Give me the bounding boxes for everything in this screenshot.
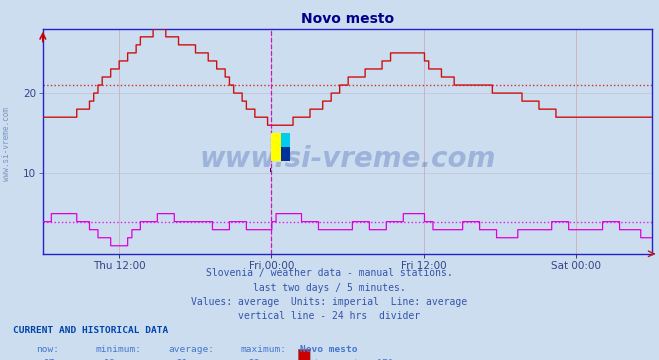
Text: www.si-vreme.com: www.si-vreme.com: [2, 107, 11, 181]
Text: www.si-vreme.com: www.si-vreme.com: [200, 145, 496, 173]
Text: Novo mesto: Novo mesto: [300, 345, 357, 354]
Text: vertical line - 24 hrs  divider: vertical line - 24 hrs divider: [239, 311, 420, 321]
Text: maximum:: maximum:: [241, 345, 287, 354]
Bar: [281, 147, 290, 161]
Text: 16: 16: [103, 359, 115, 360]
Text: last two days / 5 minutes.: last two days / 5 minutes.: [253, 283, 406, 293]
Text: temperature[F]: temperature[F]: [313, 359, 393, 360]
Bar: [270, 168, 272, 172]
Text: 17: 17: [44, 359, 55, 360]
Text: 28: 28: [248, 359, 260, 360]
Text: CURRENT AND HISTORICAL DATA: CURRENT AND HISTORICAL DATA: [13, 326, 169, 335]
Text: minimum:: minimum:: [96, 345, 142, 354]
Text: Values: average  Units: imperial  Line: average: Values: average Units: imperial Line: av…: [191, 297, 468, 307]
Text: 21: 21: [176, 359, 187, 360]
Text: now:: now:: [36, 345, 59, 354]
Bar: [272, 133, 281, 161]
Text: Slovenia / weather data - manual stations.: Slovenia / weather data - manual station…: [206, 268, 453, 278]
Title: Novo mesto: Novo mesto: [301, 12, 394, 26]
Bar: [281, 133, 290, 147]
Text: average:: average:: [168, 345, 214, 354]
